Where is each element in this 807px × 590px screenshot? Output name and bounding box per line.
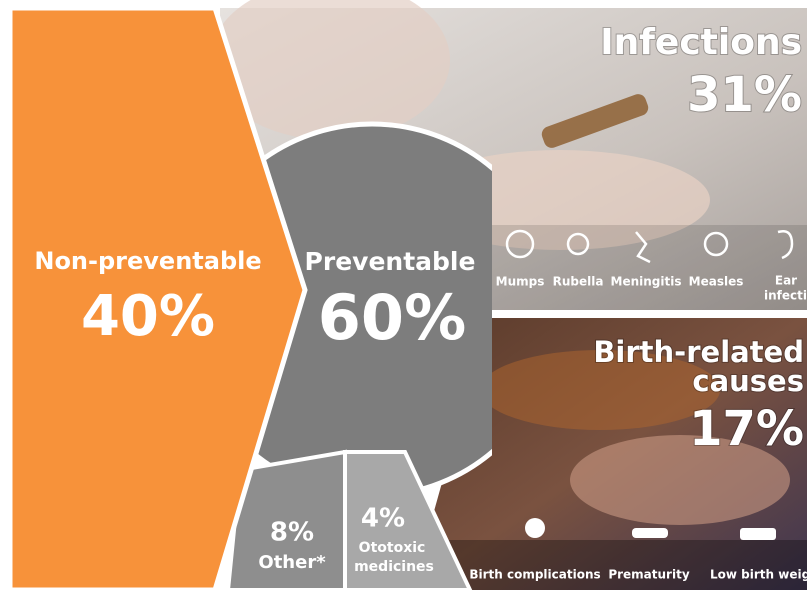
birth-item: Prematurity [608,568,690,582]
birth-value: 17% [689,401,804,457]
icon [632,528,668,538]
center-value: 60% [318,281,466,354]
icon-band [412,540,807,590]
left-label: Non-preventable [34,247,261,275]
birth-item: Birth complications [469,568,600,582]
icon [740,528,776,540]
infection-item: Measles [689,275,744,289]
infections-value: 31% [687,67,802,123]
infection-item: Mumps [496,275,545,289]
center-label: Preventable [305,247,476,276]
infections-title: Infections [600,22,802,63]
infection-item: infections [764,289,807,303]
infection-item: Ear [775,274,797,288]
infographic: Non-preventable 40% Preventable 60% Infe… [0,0,807,590]
icon [525,518,545,538]
other-value: 8% [270,518,314,548]
ototoxic-label: medicines [354,559,434,575]
ototoxic-value: 4% [361,504,405,534]
infection-item: Meningitis [611,275,682,289]
ototoxic-label: Ototoxic [359,540,426,556]
other-label: Other* [258,552,326,573]
birth-item: Low birth weight [710,568,807,582]
infection-item: Rubella [553,275,604,289]
left-value: 40% [81,284,215,349]
birth-title: causes [692,364,804,398]
